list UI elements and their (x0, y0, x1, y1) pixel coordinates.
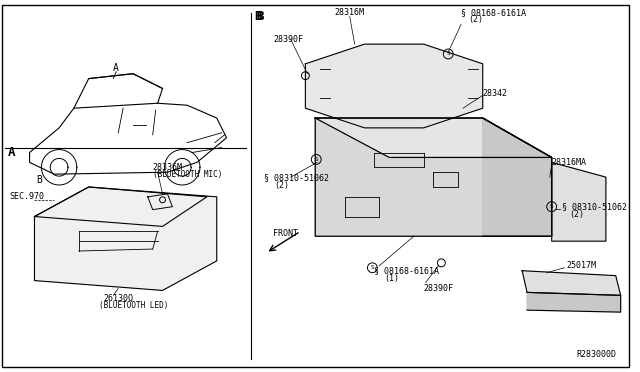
Text: 28390F: 28390F (424, 284, 454, 293)
Text: SEC.970: SEC.970 (10, 192, 45, 201)
Text: § 08168-6161A: § 08168-6161A (374, 266, 439, 275)
Text: § 08310-51062: § 08310-51062 (264, 173, 329, 182)
Text: S: S (446, 51, 450, 57)
Text: FRONT: FRONT (273, 229, 298, 238)
Text: R283000D: R283000D (576, 350, 616, 359)
Polygon shape (522, 271, 621, 295)
Polygon shape (483, 118, 552, 236)
Text: 28316M: 28316M (335, 8, 365, 17)
Text: § 08168-6161A: § 08168-6161A (461, 8, 526, 17)
Text: S: S (371, 265, 374, 270)
Text: (2): (2) (274, 180, 289, 189)
Text: (BLUETOOTH LED): (BLUETOOTH LED) (99, 301, 168, 310)
Text: A: A (113, 63, 119, 73)
Text: 28336M: 28336M (153, 163, 182, 172)
Text: 28342: 28342 (483, 89, 508, 98)
Text: B: B (254, 10, 262, 23)
Text: 25017M: 25017M (566, 261, 596, 270)
Polygon shape (527, 292, 621, 312)
Polygon shape (305, 44, 483, 128)
Text: (2): (2) (468, 15, 483, 24)
Polygon shape (35, 187, 217, 291)
Text: B: B (36, 175, 42, 185)
Text: S: S (314, 157, 318, 162)
Text: (1): (1) (384, 274, 399, 283)
Text: A: A (8, 146, 15, 159)
Text: 26130Q: 26130Q (104, 294, 134, 303)
Polygon shape (316, 118, 552, 236)
Text: B: B (256, 10, 264, 23)
Text: (BLUETOOTH MIC): (BLUETOOTH MIC) (153, 170, 222, 179)
Polygon shape (316, 118, 552, 157)
Text: 28316MA: 28316MA (552, 158, 587, 167)
Text: (2): (2) (570, 210, 584, 219)
Text: § 08310-51062: § 08310-51062 (561, 202, 627, 211)
Text: 28390F: 28390F (274, 35, 304, 44)
Text: S: S (550, 204, 554, 209)
Polygon shape (552, 162, 606, 241)
